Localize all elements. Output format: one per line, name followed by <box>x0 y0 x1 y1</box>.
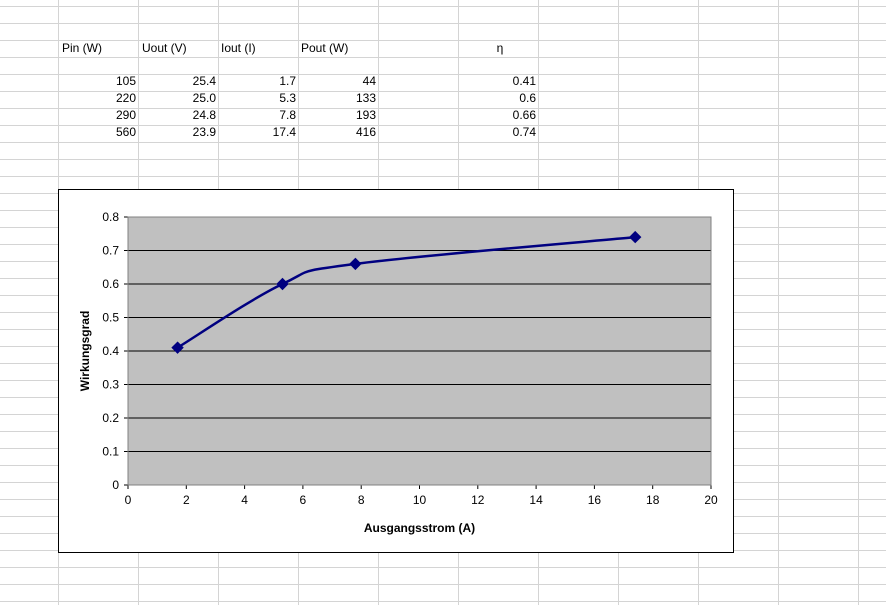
cell-pout-1[interactable]: 44 <box>362 74 376 88</box>
x-tick-label: 8 <box>358 493 365 507</box>
y-tick-label: 0 <box>112 478 119 492</box>
x-tick-label: 4 <box>241 493 248 507</box>
cell-eta-3[interactable]: 0.66 <box>512 108 536 122</box>
data-point-marker[interactable] <box>349 257 362 271</box>
y-tick-label: 0.4 <box>102 344 119 358</box>
x-tick-label: 6 <box>300 493 307 507</box>
x-tick-label: 0 <box>125 493 132 507</box>
header-pin[interactable]: Pin (W) <box>62 41 102 55</box>
cell-pin-2[interactable]: 220 <box>115 91 136 105</box>
cell-iout-3[interactable]: 7.8 <box>279 108 296 122</box>
cell-pout-2[interactable]: 133 <box>355 91 376 105</box>
efficiency-chart: 0 0.1 0.2 0.3 0.4 0.5 0.6 0.7 0.8 0 2 4 6 8 10 12 14 16 18… <box>78 210 718 535</box>
x-tick-label: 12 <box>471 493 485 507</box>
header-iout[interactable]: Iout (I) <box>221 41 256 55</box>
x-tick-label: 14 <box>529 493 543 507</box>
header-eta[interactable]: η <box>496 41 504 55</box>
x-axis-title: Ausgangsstrom (A) <box>364 521 475 535</box>
cell-iout-1[interactable]: 1.7 <box>279 74 296 88</box>
chart-area[interactable]: 0 0.1 0.2 0.3 0.4 0.5 0.6 0.7 0.8 0 2 4 6 8 10 12 14 16 18… <box>58 189 734 553</box>
cell-eta-2[interactable]: 0.6 <box>519 91 536 105</box>
y-tick-label: 0.6 <box>102 277 119 291</box>
cell-pin-4[interactable]: 560 <box>115 125 136 139</box>
series-line <box>176 235 636 349</box>
data-point-marker[interactable] <box>171 341 184 354</box>
y-axis-title: Wirkungsgrad <box>78 311 92 392</box>
x-tick-label: 2 <box>183 493 190 507</box>
y-tick-label: 0.3 <box>102 378 119 392</box>
x-tick-label: 20 <box>704 493 718 507</box>
cell-uout-1[interactable]: 25.4 <box>192 74 216 88</box>
y-tick-label: 0.1 <box>102 445 119 459</box>
data-point-marker[interactable] <box>629 230 642 244</box>
cell-pin-3[interactable]: 290 <box>115 108 136 122</box>
y-tick-label: 0.8 <box>102 210 119 224</box>
y-tick-label: 0.5 <box>102 311 119 325</box>
cell-uout-2[interactable]: 25.0 <box>192 91 216 105</box>
x-tick-label: 16 <box>588 493 602 507</box>
cell-uout-3[interactable]: 24.8 <box>192 108 216 122</box>
plot-border <box>127 216 712 486</box>
data-point-marker[interactable] <box>276 277 289 291</box>
cell-pout-4[interactable]: 416 <box>355 125 376 139</box>
cell-uout-4[interactable]: 23.9 <box>192 125 216 139</box>
cell-iout-2[interactable]: 5.3 <box>279 91 296 105</box>
header-uout[interactable]: Uout (V) <box>142 41 187 55</box>
cell-eta-4[interactable]: 0.74 <box>512 125 536 139</box>
cell-iout-4[interactable]: 17.4 <box>272 125 296 139</box>
x-tick-label: 18 <box>646 493 660 507</box>
cell-pin-1[interactable]: 105 <box>115 74 136 88</box>
y-tick-label: 0.7 <box>102 244 119 258</box>
header-pout[interactable]: Pout (W) <box>301 41 349 55</box>
y-tick-label: 0.2 <box>102 411 119 425</box>
cell-pout-3[interactable]: 193 <box>355 108 376 122</box>
cell-eta-1[interactable]: 0.41 <box>512 74 536 88</box>
x-tick-label: 10 <box>413 493 427 507</box>
